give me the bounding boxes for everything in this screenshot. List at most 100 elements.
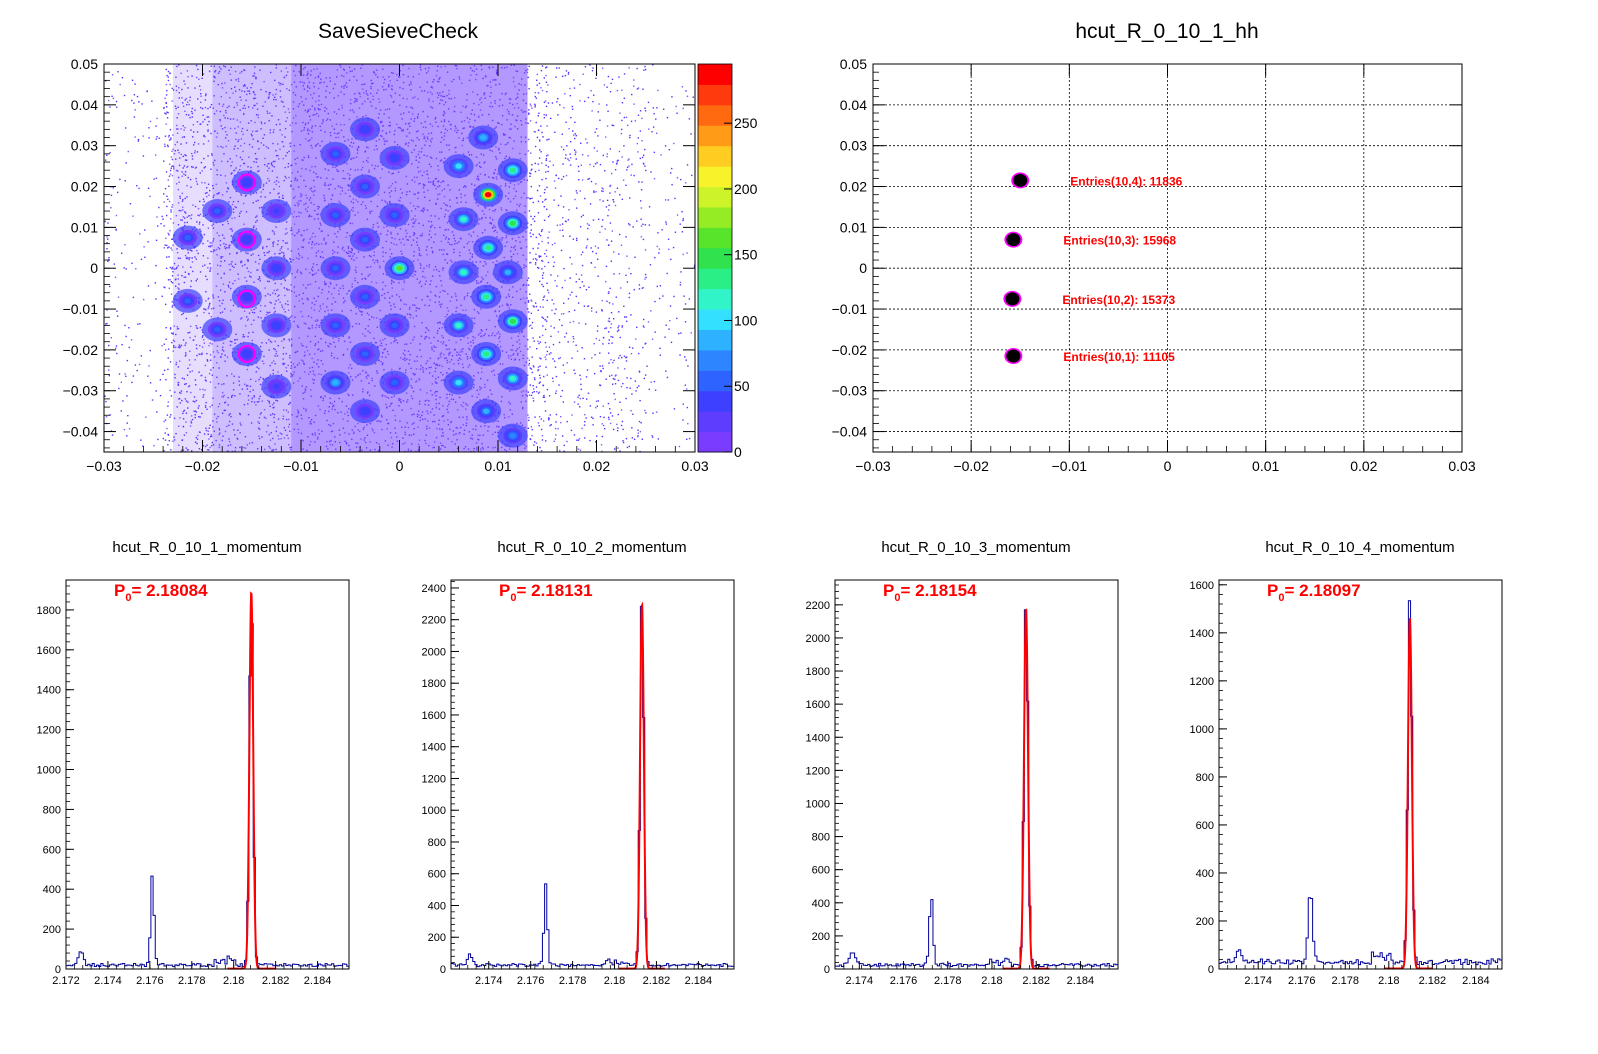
- noise-pixel: [606, 301, 607, 302]
- noise-pixel: [622, 421, 623, 422]
- noise-pixel: [559, 224, 560, 225]
- noise-pixel: [549, 395, 550, 396]
- noise-pixel: [168, 233, 169, 234]
- noise-pixel: [167, 414, 168, 415]
- noise-pixel: [617, 160, 618, 161]
- noise-pixel: [556, 390, 557, 391]
- noise-pixel: [531, 435, 532, 436]
- noise-pixel: [133, 375, 134, 376]
- noise-pixel: [111, 195, 112, 196]
- noise-pixel: [630, 378, 631, 379]
- noise-pixel: [121, 344, 122, 345]
- noise-pixel: [608, 331, 609, 332]
- noise-pixel: [630, 410, 631, 411]
- noise-pixel: [613, 125, 614, 126]
- noise-pixel: [687, 365, 688, 366]
- noise-pixel: [155, 265, 156, 266]
- noise-pixel: [595, 163, 596, 164]
- noise-pixel: [668, 328, 669, 329]
- noise-pixel: [564, 280, 565, 281]
- noise-pixel: [648, 102, 649, 103]
- noise-pixel: [618, 253, 619, 254]
- noise-pixel: [605, 136, 606, 137]
- noise-pixel: [158, 207, 159, 208]
- noise-pixel: [138, 101, 139, 102]
- noise-pixel: [538, 310, 539, 311]
- noise-pixel: [585, 138, 586, 139]
- noise-pixel: [170, 414, 171, 415]
- noise-pixel: [633, 85, 634, 86]
- noise-pixel: [532, 429, 533, 430]
- noise-pixel: [108, 369, 109, 370]
- noise-pixel: [148, 137, 149, 138]
- noise-pixel: [656, 411, 657, 412]
- noise-pixel: [540, 125, 541, 126]
- noise-pixel: [625, 398, 626, 399]
- noise-pixel: [106, 309, 107, 310]
- noise-pixel: [602, 368, 603, 369]
- noise-pixel: [563, 206, 564, 207]
- noise-pixel: [657, 246, 658, 247]
- noise-pixel: [582, 281, 583, 282]
- noise-pixel: [602, 200, 603, 201]
- noise-pixel: [626, 387, 627, 388]
- noise-pixel: [573, 341, 574, 342]
- noise-pixel: [673, 296, 674, 297]
- noise-pixel: [648, 128, 649, 129]
- noise-pixel: [156, 240, 157, 241]
- noise-pixel: [168, 256, 169, 257]
- noise-pixel: [574, 150, 575, 151]
- noise-pixel: [116, 101, 117, 102]
- noise-pixel: [656, 107, 657, 108]
- noise-pixel: [683, 295, 684, 296]
- noise-pixel: [612, 230, 613, 231]
- noise-pixel: [165, 339, 166, 340]
- noise-pixel: [602, 436, 603, 437]
- noise-pixel: [613, 318, 614, 319]
- noise-pixel: [169, 311, 170, 312]
- noise-pixel: [626, 316, 627, 317]
- noise-pixel: [608, 419, 609, 420]
- noise-pixel: [168, 136, 169, 137]
- noise-pixel: [534, 216, 535, 217]
- noise-pixel: [602, 365, 603, 366]
- noise-pixel: [138, 140, 139, 141]
- noise-pixel: [540, 358, 541, 359]
- noise-pixel: [657, 90, 658, 91]
- noise-pixel: [631, 353, 632, 354]
- noise-pixel: [603, 425, 604, 426]
- noise-pixel: [624, 316, 625, 317]
- noise-pixel: [529, 395, 530, 396]
- noise-pixel: [645, 412, 646, 413]
- noise-pixel: [575, 154, 576, 155]
- noise-pixel: [563, 401, 564, 402]
- noise-pixel: [155, 282, 156, 283]
- noise-pixel: [119, 84, 120, 85]
- noise-pixel: [535, 262, 536, 263]
- noise-pixel: [586, 247, 587, 248]
- noise-pixel: [570, 95, 571, 96]
- noise-pixel: [587, 369, 588, 370]
- noise-pixel: [116, 353, 117, 354]
- noise-pixel: [546, 321, 547, 322]
- noise-pixel: [574, 401, 575, 402]
- noise-pixel: [144, 257, 145, 258]
- noise-pixel: [545, 165, 546, 166]
- noise-pixel: [545, 100, 546, 101]
- noise-pixel: [147, 241, 148, 242]
- noise-pixel: [161, 216, 162, 217]
- noise-pixel: [535, 171, 536, 172]
- noise-pixel: [667, 117, 668, 118]
- noise-pixel: [528, 311, 529, 312]
- noise-pixel: [617, 367, 618, 368]
- noise-pixel: [591, 181, 592, 182]
- noise-pixel: [155, 390, 156, 391]
- noise-pixel: [676, 318, 677, 319]
- noise-pixel: [584, 358, 585, 359]
- noise-pixel: [641, 207, 642, 208]
- noise-pixel: [542, 335, 543, 336]
- noise-pixel: [629, 135, 630, 136]
- noise-pixel: [624, 98, 625, 99]
- noise-pixel: [581, 165, 582, 166]
- noise-pixel: [109, 106, 110, 107]
